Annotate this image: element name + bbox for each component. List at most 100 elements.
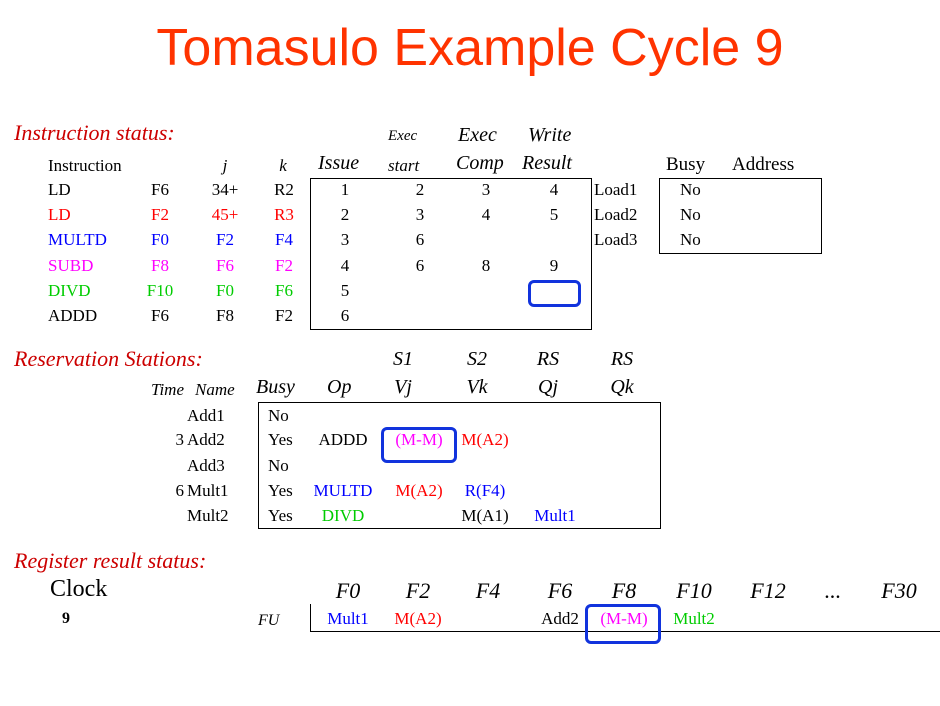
header-exec-start-top: Exec bbox=[388, 128, 418, 144]
instr-j: F6 bbox=[216, 256, 234, 275]
header-j: j bbox=[222, 156, 228, 175]
rs-name: Mult1 bbox=[187, 481, 229, 500]
rs-busy: Yes bbox=[268, 506, 293, 525]
rs-qj: Mult1 bbox=[534, 506, 576, 525]
instr-op: SUBD bbox=[48, 256, 94, 275]
reservation-stations-label: Reservation Stations: bbox=[14, 346, 203, 371]
header-qj: Qj bbox=[538, 376, 558, 398]
rs-vk: R(F4) bbox=[464, 481, 506, 500]
register-fu: Add2 bbox=[541, 609, 579, 628]
register-fu: Mult2 bbox=[673, 609, 715, 628]
load-name: Load2 bbox=[594, 205, 638, 224]
instr-write-result: 5 bbox=[549, 205, 559, 224]
load-name: Load1 bbox=[594, 180, 638, 199]
instr-dest: F0 bbox=[151, 230, 169, 249]
header-time: Time bbox=[150, 380, 184, 399]
header-op: Op bbox=[327, 376, 352, 398]
instr-k: F6 bbox=[275, 281, 293, 300]
rs-op: DIVD bbox=[321, 506, 365, 525]
header-s1: S1 bbox=[393, 348, 413, 370]
instr-issue: 2 bbox=[340, 205, 350, 224]
instr-k: R2 bbox=[274, 180, 294, 199]
rs-op: ADDD bbox=[318, 430, 368, 449]
instr-issue: 1 bbox=[340, 180, 350, 199]
register-name: ... bbox=[824, 578, 842, 603]
instr-dest: F2 bbox=[151, 205, 169, 224]
header-write-result: Result bbox=[522, 152, 572, 174]
fu-label: FU bbox=[258, 612, 280, 629]
instr-exec-comp: 3 bbox=[481, 180, 491, 199]
instr-op: DIVD bbox=[48, 281, 91, 300]
header-address: Address bbox=[732, 154, 795, 175]
header-exec-start: start bbox=[388, 156, 420, 175]
register-name: F2 bbox=[405, 578, 431, 603]
instr-op: LD bbox=[48, 180, 71, 199]
instr-k: F2 bbox=[275, 306, 293, 325]
header-exec-comp-top: Exec bbox=[458, 124, 497, 146]
instr-j: F8 bbox=[216, 306, 234, 325]
instr-op: ADDD bbox=[48, 306, 98, 325]
register-name: F10 bbox=[676, 578, 712, 603]
vj-highlight bbox=[381, 427, 457, 463]
instr-issue: 3 bbox=[340, 230, 350, 249]
instr-dest: F6 bbox=[151, 180, 169, 199]
register-name: F0 bbox=[335, 578, 361, 603]
header-vj: Vj bbox=[394, 376, 412, 398]
clock-value: 9 bbox=[62, 610, 70, 627]
header-k: k bbox=[279, 156, 287, 175]
rs-name: Mult2 bbox=[187, 506, 229, 525]
instr-issue: 4 bbox=[340, 256, 350, 275]
instr-j: F2 bbox=[216, 230, 234, 249]
header-s2: S2 bbox=[467, 348, 487, 370]
header-write-top: Write bbox=[528, 124, 572, 146]
header-rs-qj: RS bbox=[536, 348, 560, 370]
f8-highlight bbox=[585, 604, 661, 644]
rs-op: MULTD bbox=[313, 481, 373, 500]
rs-name: Add3 bbox=[187, 456, 225, 475]
register-name: F6 bbox=[547, 578, 573, 603]
instruction-status-label: Instruction status: bbox=[14, 120, 175, 145]
header-name: Name bbox=[195, 380, 235, 399]
header-rs-busy: Busy bbox=[256, 376, 295, 398]
rs-vk: M(A2) bbox=[461, 430, 509, 449]
instr-exec-comp: 8 bbox=[481, 256, 491, 275]
load-name: Load3 bbox=[594, 230, 638, 249]
register-fu: Mult1 bbox=[327, 609, 369, 628]
instr-k: R3 bbox=[274, 205, 294, 224]
header-rs-qk: RS bbox=[610, 348, 634, 370]
instr-exec-start: 2 bbox=[415, 180, 425, 199]
load-busy: No bbox=[680, 230, 701, 249]
header-vk: Vk bbox=[466, 376, 488, 398]
register-name: F12 bbox=[750, 578, 786, 603]
rs-vj: (M-M) bbox=[395, 430, 443, 449]
rs-busy: Yes bbox=[268, 481, 293, 500]
instr-issue: 6 bbox=[340, 306, 350, 325]
page-title: Tomasulo Example Cycle 9 bbox=[156, 19, 784, 77]
instr-write-result: 4 bbox=[549, 180, 559, 199]
instr-op: MULTD bbox=[48, 230, 107, 249]
register-fu: (M-M) bbox=[600, 609, 648, 628]
rs-vj: M(A2) bbox=[395, 481, 443, 500]
load-busy: No bbox=[680, 205, 701, 224]
instr-issue: 5 bbox=[340, 281, 350, 300]
instr-exec-start: 3 bbox=[415, 205, 425, 224]
register-fu: M(A2) bbox=[394, 609, 442, 628]
instr-exec-start: 6 bbox=[415, 256, 425, 275]
register-name: F4 bbox=[475, 578, 501, 603]
rs-time: 3 bbox=[175, 430, 185, 449]
rs-time: 6 bbox=[175, 481, 185, 500]
rs-busy: No bbox=[268, 406, 289, 425]
instr-dest: F10 bbox=[146, 281, 174, 300]
rs-busy: Yes bbox=[268, 430, 293, 449]
instr-k: F4 bbox=[275, 230, 293, 249]
rs-name: Add2 bbox=[187, 430, 225, 449]
instr-j: 34+ bbox=[211, 180, 239, 199]
instr-k: F2 bbox=[275, 256, 293, 275]
header-busy: Busy bbox=[666, 154, 706, 175]
instr-dest: F6 bbox=[151, 306, 169, 325]
rs-vk: M(A1) bbox=[461, 506, 509, 525]
register-name: F30 bbox=[881, 578, 917, 603]
instr-exec-start: 6 bbox=[415, 230, 425, 249]
header-exec-comp: Comp bbox=[456, 152, 504, 174]
clock-label: Clock bbox=[50, 576, 108, 602]
